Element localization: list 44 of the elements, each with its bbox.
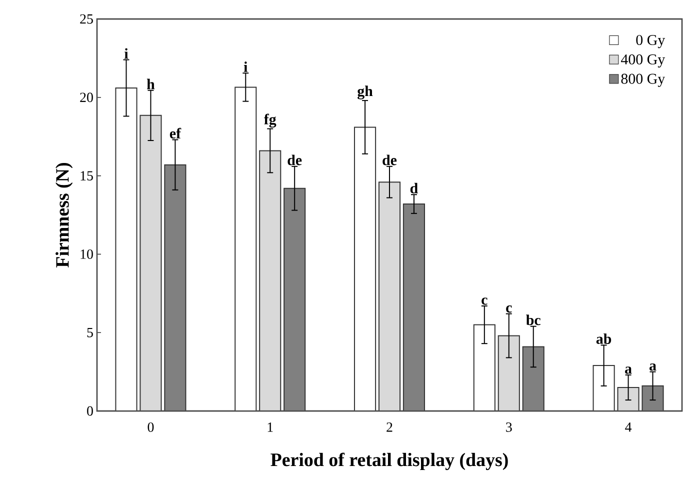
bar (378, 182, 401, 412)
annotation: a (625, 366, 632, 374)
bar (498, 335, 520, 412)
annotation: c (506, 305, 512, 313)
annotation: de (382, 154, 397, 166)
x-tick-label: 1 (268, 422, 273, 432)
y-tick-label: 10 (80, 249, 93, 259)
x-tick-label: 2 (386, 422, 392, 432)
legend-label: 800 Gy (621, 74, 666, 87)
annotation: i (124, 48, 128, 59)
annotation: d (410, 182, 418, 194)
annotation: a (650, 363, 656, 371)
y-tick-label: 15 (80, 171, 93, 180)
bar (522, 346, 544, 412)
annotation: fg (264, 114, 276, 128)
bar (140, 114, 162, 412)
bar (402, 204, 426, 412)
bar (259, 150, 282, 412)
annotation: de (288, 154, 302, 166)
y-tick-label: 5 (87, 328, 93, 338)
annotation: h (146, 78, 155, 90)
bar (115, 87, 138, 412)
annotation: c (482, 298, 488, 305)
annotation: bc (526, 314, 540, 326)
x-tick-label: 3 (506, 422, 512, 432)
y-tick-label: 25 (80, 14, 93, 24)
y-axis-title: Firmness (N) (56, 163, 73, 268)
x-tick-label: 4 (625, 422, 632, 432)
x-tick-label: 0 (148, 422, 154, 432)
x-axis-title: Period of retail display (days) (270, 452, 508, 470)
annotation: ef (170, 128, 182, 139)
annotation: i (244, 62, 248, 72)
y-tick-label: 20 (80, 92, 93, 102)
annotation: gh (358, 86, 373, 100)
y-tick-label: 0 (87, 406, 93, 416)
annotation: ab (596, 333, 612, 344)
legend-label: 0 Gy (636, 34, 666, 48)
bar (473, 324, 496, 412)
bar (164, 164, 186, 412)
bar (354, 126, 376, 412)
bar (234, 86, 257, 412)
bar (284, 188, 306, 412)
bar (592, 365, 615, 412)
legend-label: 400 Gy (621, 54, 666, 68)
